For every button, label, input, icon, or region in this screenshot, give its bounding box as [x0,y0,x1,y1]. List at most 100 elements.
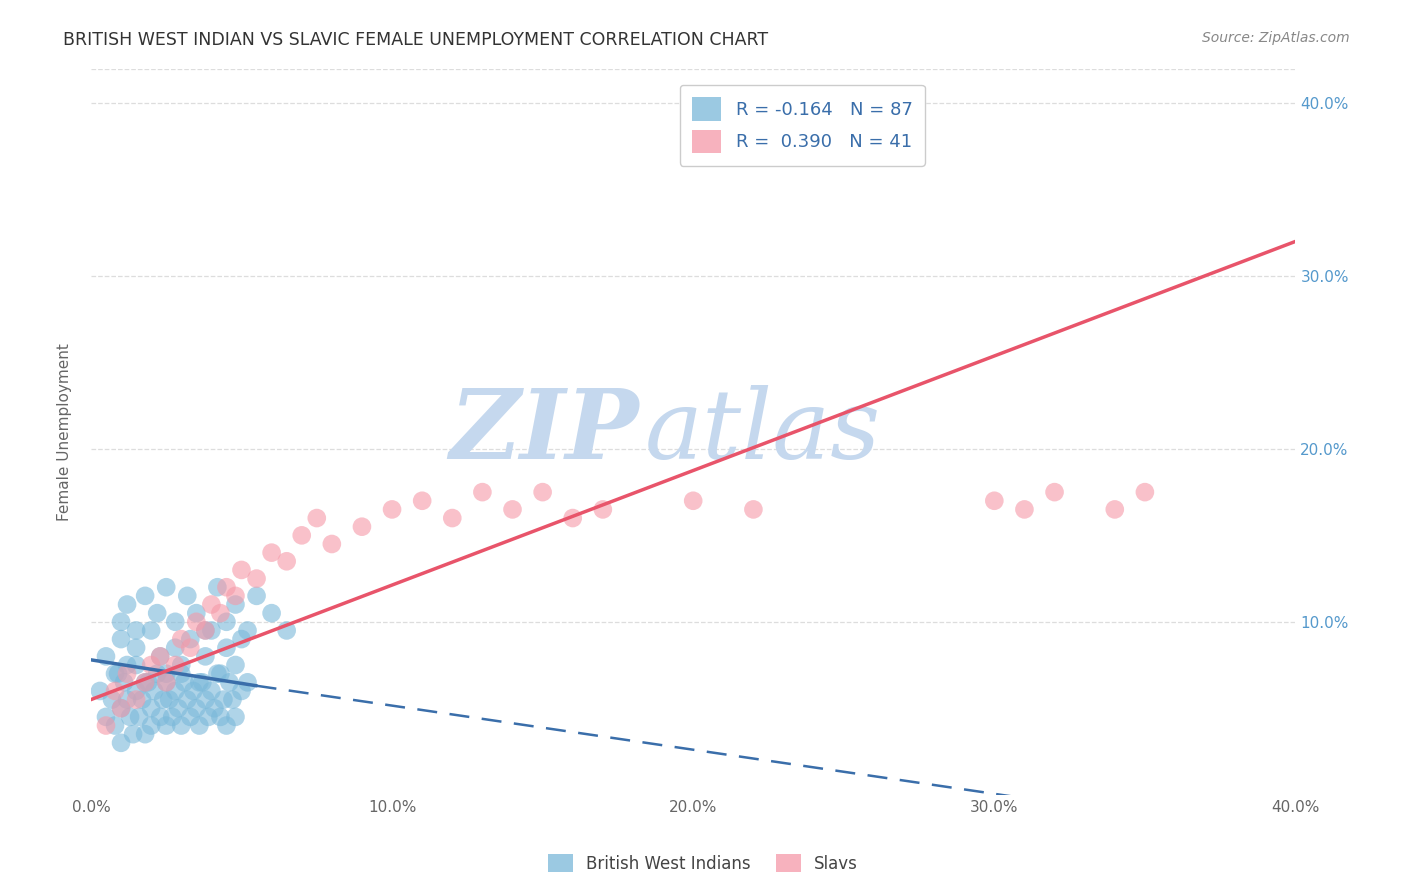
Point [181,684,204,698]
Point [146,606,169,620]
Point [260,606,283,620]
Point [94,718,117,732]
Point [561,511,583,525]
Point [89,684,111,698]
Point [146,666,169,681]
Point [120,710,142,724]
Point [165,658,187,673]
Point [122,727,145,741]
Point [110,736,132,750]
Point [200,684,222,698]
Point [592,502,614,516]
Point [224,598,246,612]
Point [125,624,148,638]
Point [682,493,704,508]
Text: BRITISH WEST INDIAN VS SLAVIC FEMALE UNEMPLOYMENT CORRELATION CHART: BRITISH WEST INDIAN VS SLAVIC FEMALE UNE… [63,31,769,49]
Point [209,710,232,724]
Point [1104,502,1126,516]
Point [162,710,184,724]
Point [742,502,765,516]
Point [155,580,177,594]
Point [170,658,193,673]
Point [179,710,201,724]
Point [186,701,208,715]
Point [218,675,240,690]
Text: ZIP: ZIP [450,384,638,479]
Point [236,675,259,690]
Point [471,485,494,500]
Point [128,710,150,724]
Point [104,718,127,732]
Point [202,701,225,715]
Point [110,632,132,646]
Point [167,701,190,715]
Point [215,580,238,594]
Point [186,615,208,629]
Point [170,632,193,646]
Point [131,692,153,706]
Point [188,675,211,690]
Legend: British West Indians, Slavs: British West Indians, Slavs [541,847,865,880]
Point [115,666,138,681]
Text: Source: ZipAtlas.com: Source: ZipAtlas.com [1202,31,1350,45]
Point [1043,485,1066,500]
Point [136,675,159,690]
Point [215,615,238,629]
Point [165,615,187,629]
Point [502,502,524,516]
Point [176,692,198,706]
Point [101,692,124,706]
Point [165,640,187,655]
Point [321,537,343,551]
Point [112,675,135,690]
Point [221,692,243,706]
Point [411,493,433,508]
Point [194,649,217,664]
Point [179,640,201,655]
Point [141,624,163,638]
Point [104,666,127,681]
Point [165,684,187,698]
Point [188,718,211,732]
Point [155,675,177,690]
Point [209,666,232,681]
Point [231,684,253,698]
Point [104,684,127,698]
Point [207,580,229,594]
Legend: R = -0.164   N = 87, R =  0.390   N = 41: R = -0.164 N = 87, R = 0.390 N = 41 [679,85,925,166]
Point [115,598,138,612]
Point [1014,502,1036,516]
Point [350,519,373,533]
Point [207,666,229,681]
Point [110,701,132,715]
Point [1133,485,1156,500]
Point [531,485,554,500]
Text: atlas: atlas [645,384,882,479]
Point [179,632,201,646]
Point [260,546,283,560]
Point [291,528,314,542]
Point [245,572,267,586]
Point [157,692,180,706]
Point [94,710,117,724]
Point [141,658,163,673]
Point [224,589,246,603]
Point [115,658,138,673]
Point [173,675,195,690]
Point [115,692,138,706]
Point [94,649,117,664]
Point [149,710,172,724]
Point [305,511,328,525]
Point [194,624,217,638]
Point [231,632,253,646]
Point [441,511,464,525]
Point [125,658,148,673]
Point [186,606,208,620]
Point [231,563,253,577]
Point [143,684,166,698]
Point [983,493,1005,508]
Point [155,666,177,681]
Point [197,710,219,724]
Point [125,684,148,698]
Point [224,710,246,724]
